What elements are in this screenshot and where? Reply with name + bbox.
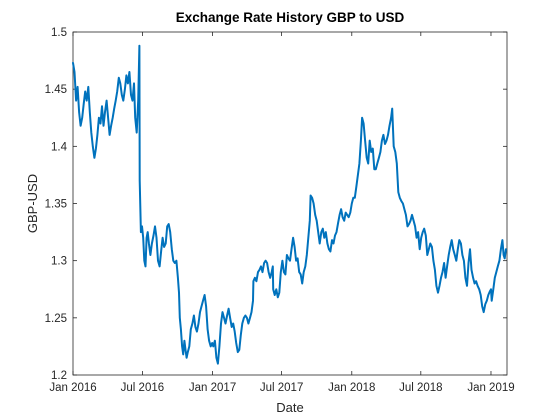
series-line: [72, 44, 507, 365]
y-tick-label: 1.45: [45, 84, 67, 96]
y-tick-label: 1.5: [51, 27, 67, 39]
x-tick-label: Jul 2018: [399, 382, 442, 394]
x-axis-title: Date: [276, 400, 303, 415]
x-axis: Jan 2016 Jul 2016 Jan 2017 Jul 2017 Jan 2018…: [49, 32, 515, 394]
y-axis-title: GBP-USD: [25, 174, 40, 233]
y-tick-label: 1.3: [51, 256, 67, 268]
x-tick-label: Jan 2018: [328, 382, 375, 394]
y-tick-label: 1.4: [51, 141, 68, 153]
y-tick-label: 1.35: [45, 199, 67, 211]
y-axis: 1.2 1.25 1.3 1.35 1.4 1.45 1.5: [45, 27, 507, 382]
x-tick-label: Jul 2016: [121, 382, 164, 394]
y-tick-label: 1.2: [51, 370, 67, 382]
x-tick-label: Jan 2016: [49, 382, 96, 394]
chart-title: Exchange Rate History GBP to USD: [176, 10, 405, 25]
x-tick-label: Jan 2017: [189, 382, 236, 394]
x-tick-label: Jan 2019: [467, 382, 514, 394]
plot-area: [72, 31, 508, 376]
series-layer: [72, 44, 507, 365]
x-tick-label: Jul 2017: [260, 382, 303, 394]
y-tick-label: 1.25: [45, 313, 67, 325]
